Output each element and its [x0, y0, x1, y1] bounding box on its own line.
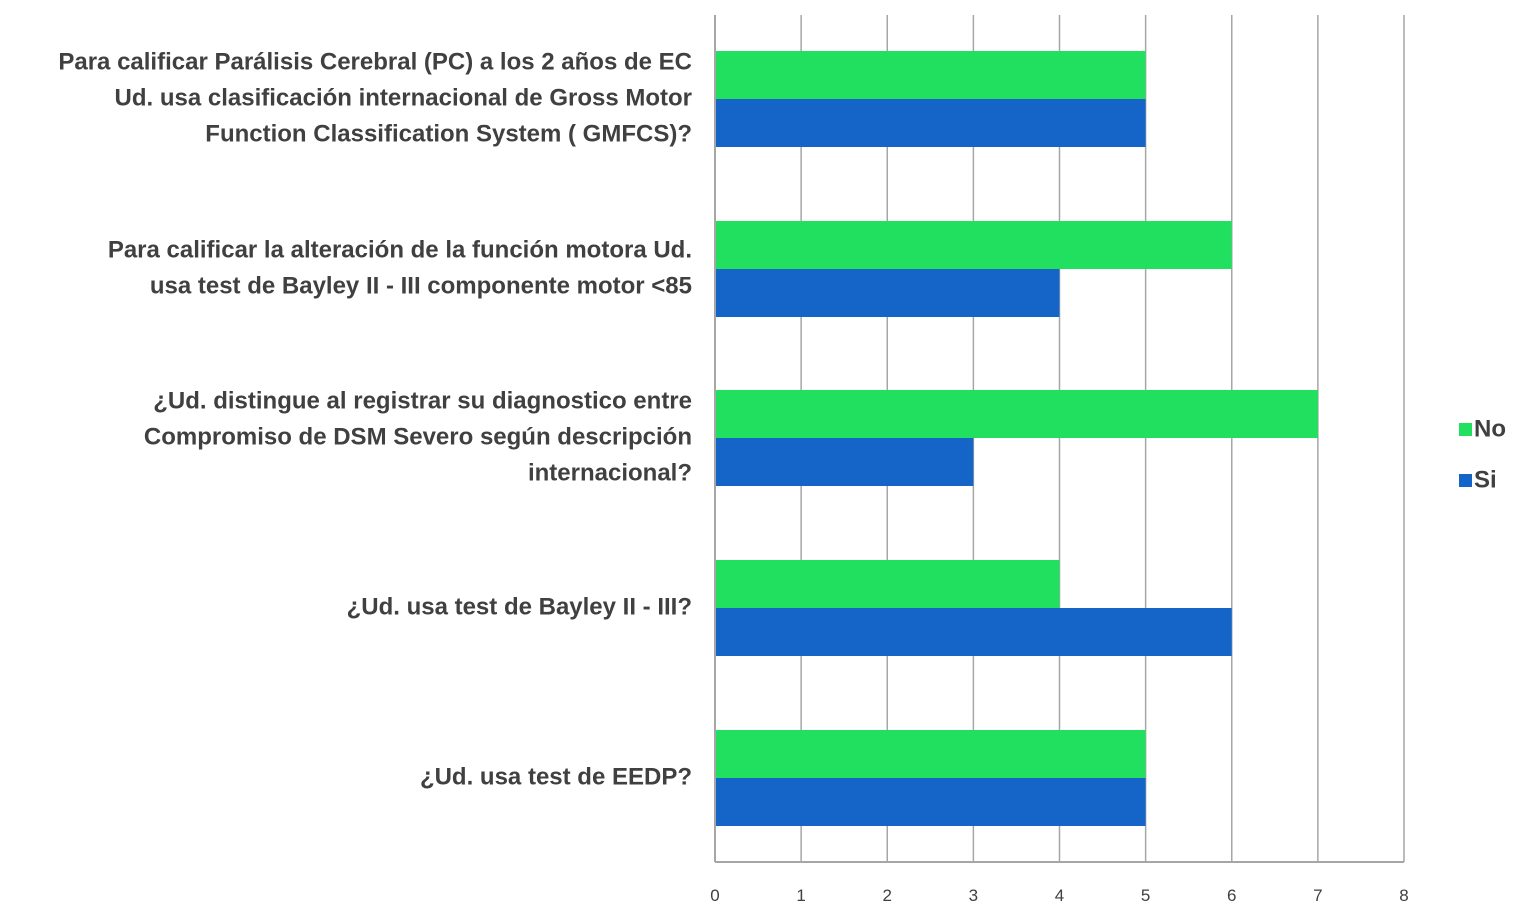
- axis-layer: [714, 15, 1404, 863]
- category-label-3-line-3: internacional?: [528, 459, 692, 486]
- category-label-1-line-3: Function Classification System ( GMFCS)?: [205, 120, 692, 147]
- category-label-3-line-1: ¿Ud. distingue al registrar su diagnosti…: [153, 387, 692, 414]
- category-label-2-line-2: usa test de Bayley II - III componente m…: [150, 272, 692, 299]
- legend-label-no: No: [1474, 415, 1506, 442]
- bar-layer: [715, 51, 1318, 826]
- x-tick-8: 8: [1399, 886, 1408, 905]
- legend-swatch-si: [1459, 474, 1472, 487]
- bar-si-1: [715, 99, 1146, 147]
- bar-no-3: [715, 390, 1318, 438]
- category-labels: Para calificar Parálisis Cerebral (PC) a…: [58, 48, 692, 790]
- legend-label-si: Si: [1474, 466, 1497, 493]
- category-label-1-line-1: Para calificar Parálisis Cerebral (PC) a…: [58, 48, 692, 75]
- legend-swatch-no: [1459, 423, 1472, 436]
- x-tick-3: 3: [969, 886, 978, 905]
- x-tick-7: 7: [1313, 886, 1322, 905]
- x-tick-4: 4: [1055, 886, 1064, 905]
- x-tick-2: 2: [883, 886, 892, 905]
- bar-no-2: [715, 221, 1232, 269]
- bar-si-2: [715, 269, 1060, 317]
- bar-si-4: [715, 608, 1232, 656]
- x-tick-6: 6: [1227, 886, 1236, 905]
- category-label-2-line-1: Para calificar la alteración de la funci…: [108, 236, 692, 263]
- bar-si-3: [715, 438, 974, 486]
- category-label-3-line-2: Compromiso de DSM Severo según descripci…: [144, 423, 692, 450]
- bar-no-1: [715, 51, 1146, 99]
- x-tick-5: 5: [1141, 886, 1150, 905]
- legend: No Si: [1459, 415, 1506, 493]
- x-tick-1: 1: [796, 886, 805, 905]
- category-label-1-line-2: Ud. usa clasificación internacional de G…: [115, 84, 692, 111]
- category-label-4-line-1: ¿Ud. usa test de Bayley II - III?: [347, 593, 692, 620]
- x-tick-0: 0: [710, 886, 719, 905]
- bar-no-5: [715, 730, 1146, 778]
- x-tick-labels: 0 1 2 3 4 5 6 7 8: [710, 886, 1408, 905]
- category-label-5-line-1: ¿Ud. usa test de EEDP?: [420, 763, 692, 790]
- bar-si-5: [715, 778, 1146, 826]
- bar-no-4: [715, 560, 1060, 608]
